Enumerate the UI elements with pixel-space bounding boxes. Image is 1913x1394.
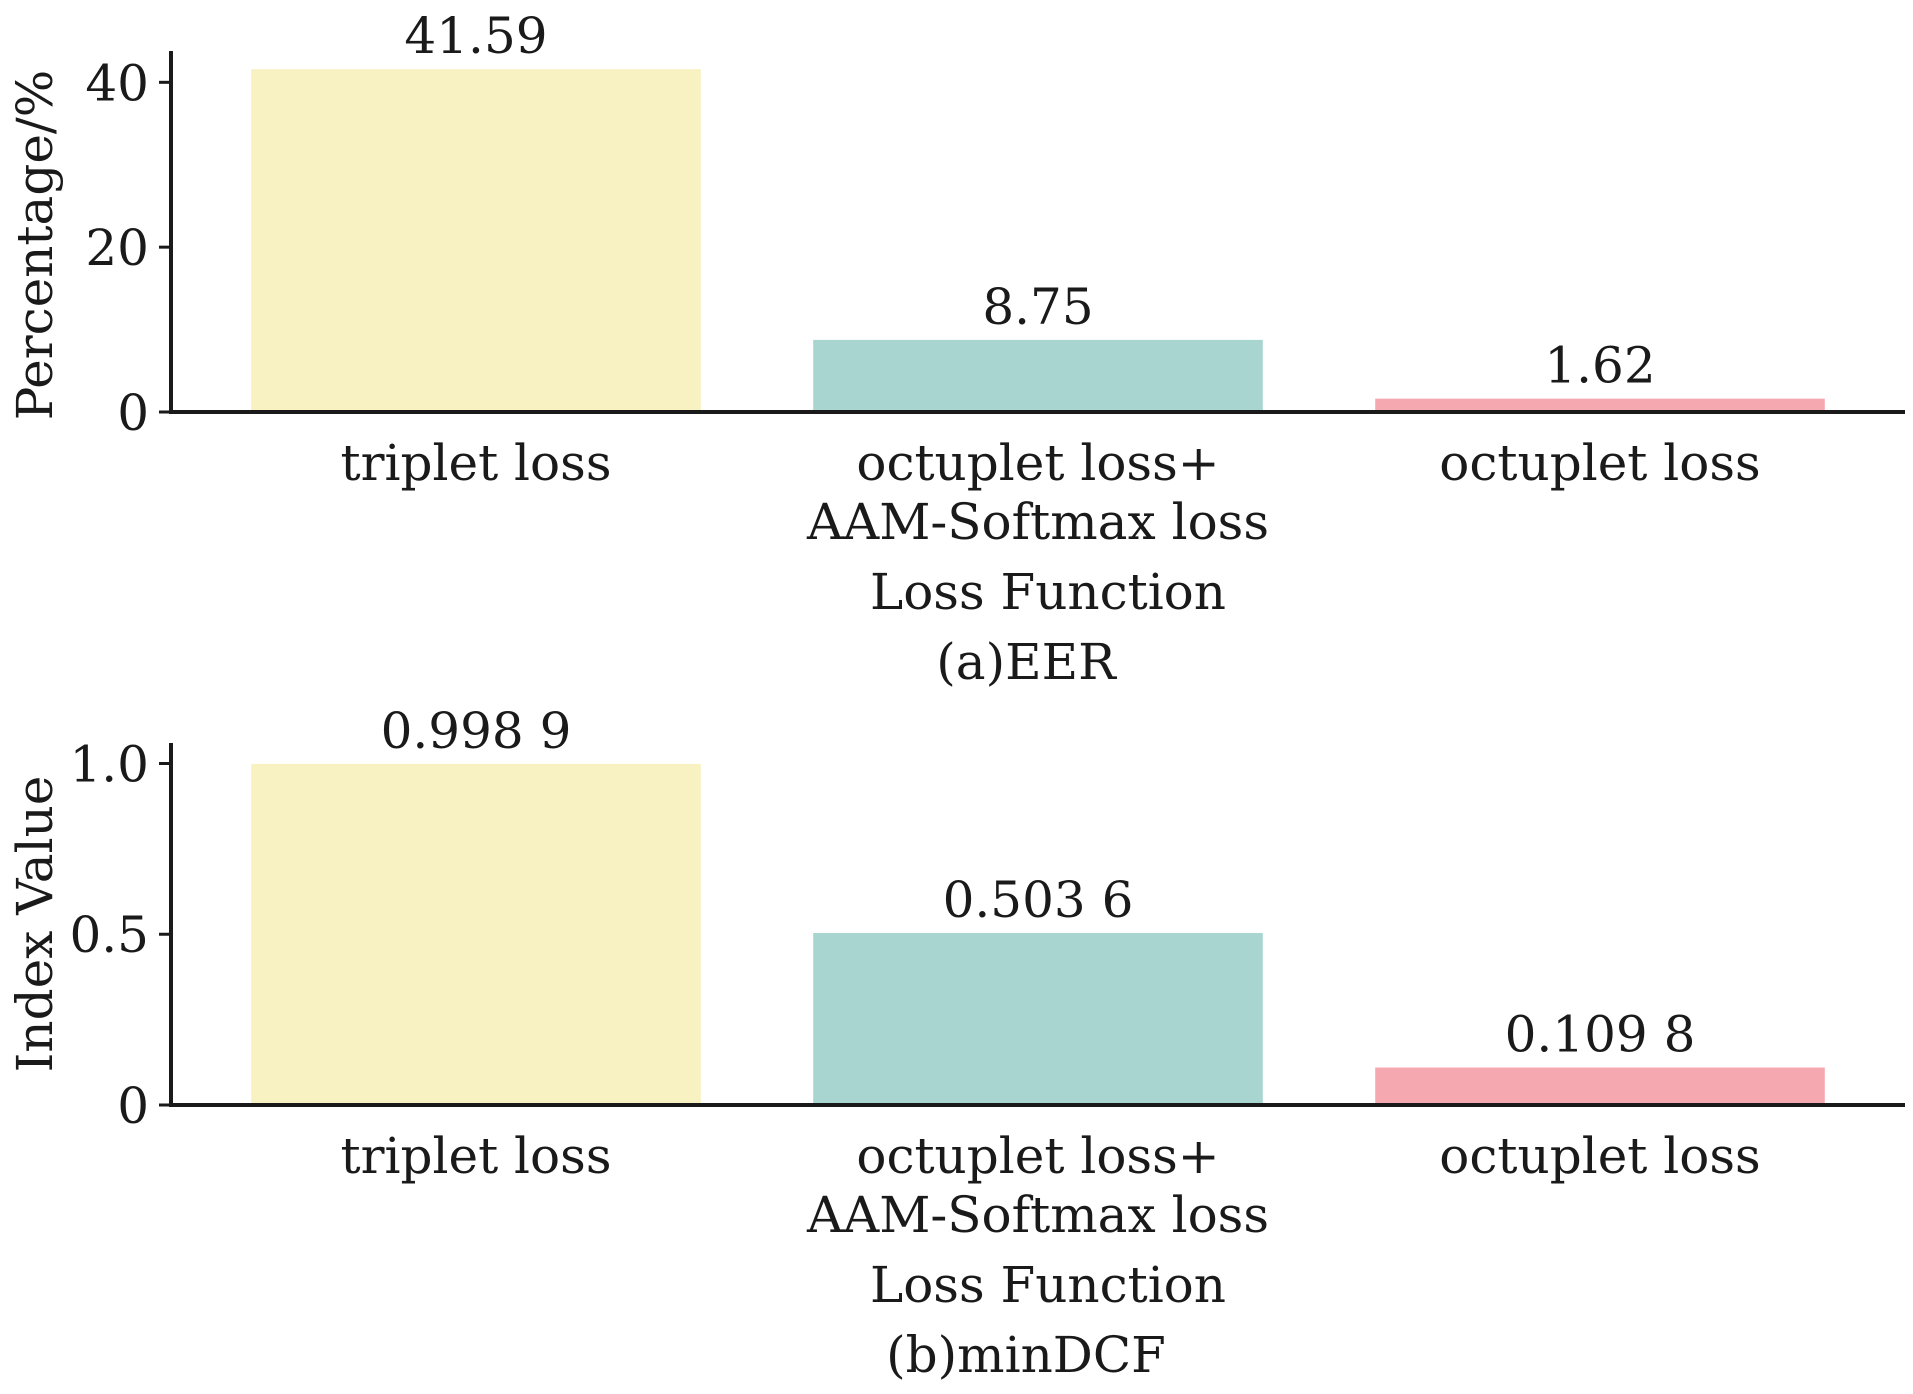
b-mindcf-value-label-octuplet-loss: 0.109 8	[1505, 1006, 1696, 1064]
a-eer-panel: 41.59 triplet loss 8.75 octuplet loss+AAM-S…	[6, 7, 1905, 691]
b-mindcf-x-axis-title: Loss Function	[870, 1256, 1226, 1314]
b-mindcf-y-axis-title: Index Value	[6, 776, 64, 1073]
b-mindcf-bar-triplet-loss	[251, 763, 701, 1105]
a-eer-bar-octuplet-loss-aam-softmax-loss	[813, 339, 1263, 412]
a-eer-category-label-octuplet-loss-aam-softmax-loss-line-1: octuplet loss+	[856, 434, 1219, 492]
b-mindcf-y-tick-label-0-5: 0.5	[69, 906, 149, 964]
b-mindcf-y-tick-label-1-0: 1.0	[69, 735, 149, 793]
b-mindcf-category-label-octuplet-loss-line-1: octuplet loss	[1439, 1127, 1760, 1185]
b-mindcf-bar-octuplet-loss	[1375, 1067, 1825, 1105]
a-eer-value-label-triplet-loss: 41.59	[404, 7, 547, 65]
b-mindcf-category-label-triplet-loss-line-1: triplet loss	[341, 1127, 612, 1185]
a-eer-category-label-triplet-loss-line-1: triplet loss	[341, 434, 612, 492]
b-mindcf-value-label-triplet-loss: 0.998 9	[381, 702, 572, 760]
a-eer-y-axis-title: Percentage/%	[6, 70, 64, 421]
a-eer-bar-triplet-loss	[251, 69, 701, 412]
b-mindcf-bar-octuplet-loss-aam-softmax-loss	[813, 933, 1263, 1105]
a-eer-category-label-octuplet-loss-line-1: octuplet loss	[1439, 434, 1760, 492]
a-eer-x-axis-title: Loss Function	[870, 563, 1226, 621]
b-mindcf-category-label-octuplet-loss-aam-softmax-loss-line-1: octuplet loss+	[856, 1127, 1219, 1185]
a-eer-category-label-octuplet-loss-aam-softmax-loss-line-2: AAM-Softmax loss	[806, 493, 1269, 551]
b-mindcf-y-tick-label-0: 0	[117, 1077, 149, 1135]
b-mindcf-panel: 0.998 9 triplet loss 0.503 6 octuplet loss+…	[6, 702, 1905, 1384]
b-mindcf-category-label-octuplet-loss-aam-softmax-loss-line-2: AAM-Softmax loss	[806, 1186, 1269, 1244]
a-eer-value-label-octuplet-loss-aam-softmax-loss: 8.75	[982, 278, 1093, 336]
b-mindcf-caption: (b)minDCF	[886, 1326, 1166, 1384]
a-eer-bar-octuplet-loss	[1375, 398, 1825, 412]
a-eer-y-tick-label-20: 20	[85, 219, 149, 277]
a-eer-y-tick-label-40: 40	[85, 54, 149, 112]
a-eer-value-label-octuplet-loss: 1.62	[1544, 337, 1655, 395]
b-mindcf-value-label-octuplet-loss-aam-softmax-loss: 0.503 6	[943, 871, 1134, 929]
a-eer-caption: (a)EER	[936, 633, 1117, 691]
a-eer-y-tick-label-0: 0	[117, 384, 149, 442]
